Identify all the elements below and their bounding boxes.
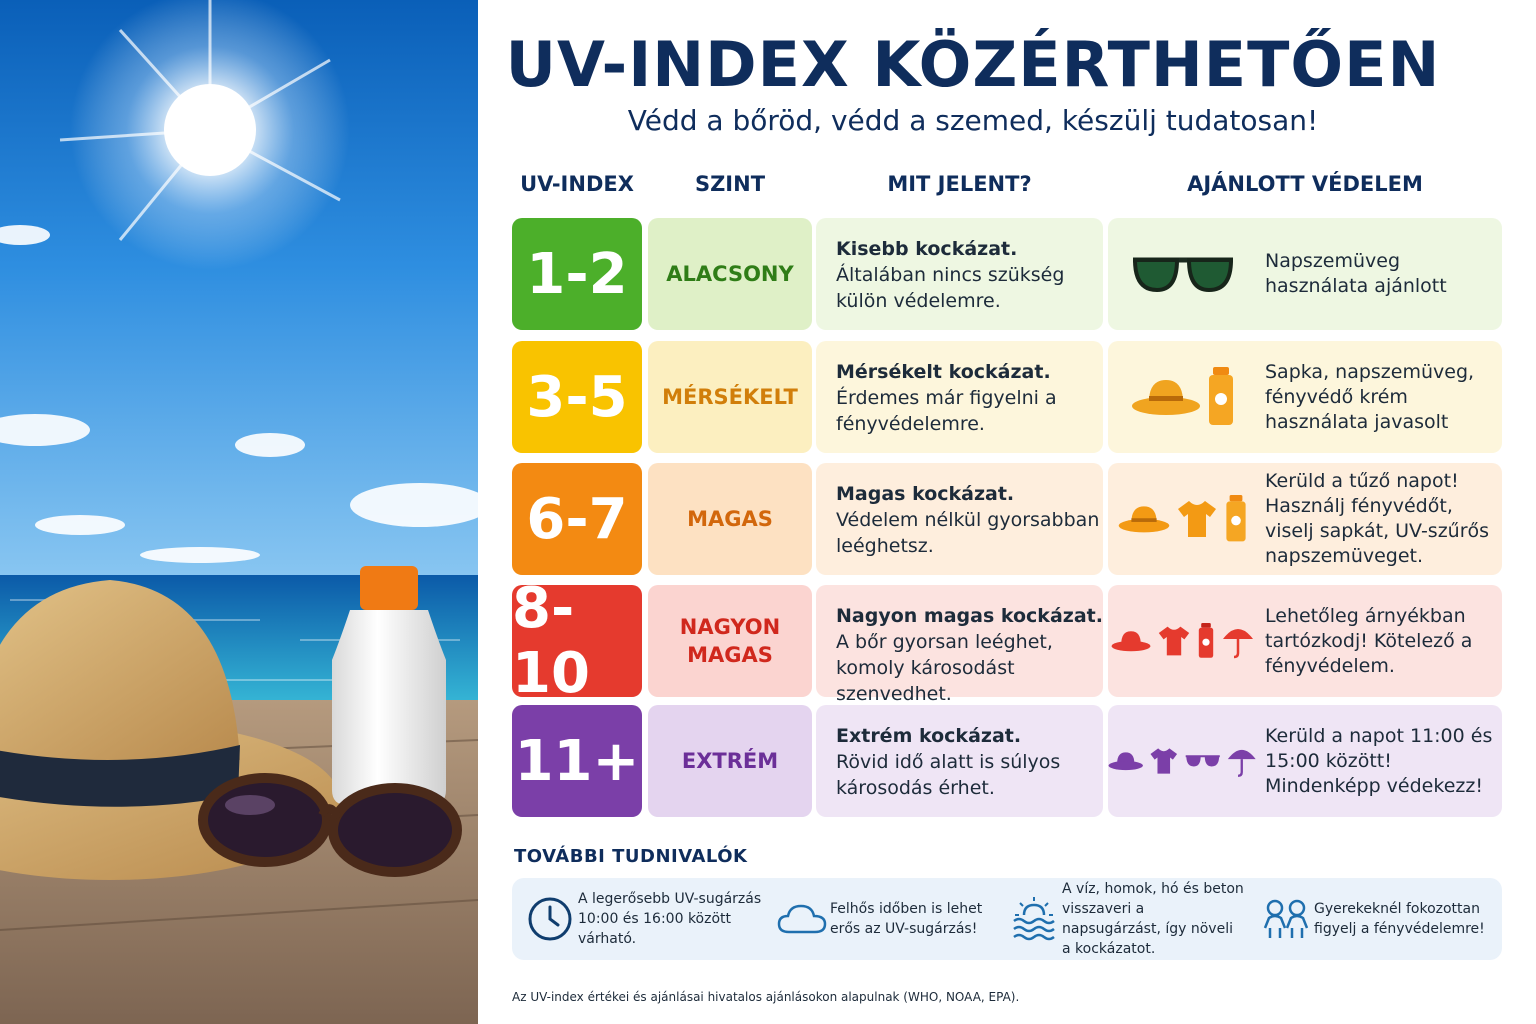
sunscreen-icon	[1209, 367, 1233, 425]
uv-protection: Lehetőleg árnyékban tartózkodj! Kötelező…	[1108, 585, 1502, 697]
uv-meaning-text: A bőr gyorsan leéghet, komoly károsodást…	[836, 631, 1053, 705]
uv-level-label: NAGYON MAGAS	[648, 585, 812, 697]
tip-item: A víz, homok, hó és beton visszaveri a n…	[1006, 878, 1256, 960]
page-title: UV-INDEX KÖZÉRTHETŐEN	[505, 28, 1441, 101]
uv-protection: Kerüld a napot 11:00 és 15:00 között! Mi…	[1108, 705, 1502, 817]
uv-index-value: 1-2	[512, 218, 642, 330]
sunglasses-icon	[1185, 755, 1220, 767]
tip-text: A víz, homok, hó és beton visszaveri a n…	[1062, 881, 1244, 957]
tip-text: Gyerekeknél fokozottan figyelj a fényvéd…	[1314, 901, 1485, 937]
hat-icon	[1108, 752, 1143, 771]
tip-item: Gyerekeknél fokozottan figyelj a fényvéd…	[1258, 878, 1502, 960]
page-subtitle: Védd a bőröd, védd a szemed, készülj tud…	[627, 104, 1319, 137]
hat-icon	[1111, 631, 1151, 652]
uv-meaning: Nagyon magas kockázat. A bőr gyorsan leé…	[816, 585, 1103, 705]
tshirt-icon	[1158, 626, 1190, 656]
sunscreen-icon	[1198, 623, 1214, 658]
uv-meaning-title: Extrém kockázat.	[836, 725, 1022, 747]
children-icon	[1263, 899, 1309, 938]
umbrella-icon	[1223, 629, 1253, 659]
uv-level-label: MÉRSÉKELT	[648, 341, 812, 453]
uv-level-label: ALACSONY	[648, 218, 812, 330]
clock-icon	[528, 897, 572, 941]
uv-meaning-text: Általában nincs szükség külön védelemre.	[836, 264, 1065, 312]
tip-item: A legerősebb UV-sugárzás 10:00 és 16:00 …	[522, 878, 772, 960]
uv-meaning-title: Mérsékelt kockázat.	[836, 361, 1051, 383]
column-header-meaning: MIT JELENT?	[887, 172, 1032, 196]
uv-meaning-text: Védelem nélkül gyorsabban leéghetsz.	[836, 509, 1100, 557]
uv-meaning: Magas kockázat. Védelem nélkül gyorsabba…	[816, 463, 1103, 575]
uv-row-extreme: 11+ EXTRÉM Extrém kockázat. Rövid idő al…	[512, 705, 1502, 817]
uv-protection: Kerüld a tűző napot! Használj fényvédőt,…	[1108, 463, 1502, 575]
uv-level-label: EXTRÉM	[648, 705, 812, 817]
hat-icon	[1118, 506, 1170, 533]
uv-protection-text: Kerüld a tűző napot! Használj fényvédőt,…	[1265, 470, 1490, 567]
uv-meaning-title: Magas kockázat.	[836, 483, 1015, 505]
tip-text: A legerősebb UV-sugárzás 10:00 és 16:00 …	[578, 891, 762, 947]
uv-meaning: Extrém kockázat. Rövid idő alatt is súly…	[816, 705, 1103, 817]
umbrella-icon	[1228, 749, 1257, 777]
footnote: Az UV-index értékei és ajánlásai hivatal…	[512, 990, 1020, 1004]
uv-protection-text: Kerüld a napot 11:00 és 15:00 között! Mi…	[1265, 724, 1493, 797]
tshirt-icon	[1150, 748, 1178, 774]
uv-row-high: 6-7 MAGAS Magas kockázat. Védelem nélkül…	[512, 463, 1502, 575]
column-header-level: SZINT	[694, 172, 766, 196]
uv-row-low: 1-2 ALACSONY Kisebb kockázat. Általában …	[512, 218, 1502, 330]
uv-meaning-text: Érdemes már figyelni a fényvédelemre.	[836, 387, 1057, 435]
column-header-index: UV-INDEX	[520, 172, 634, 196]
uv-meaning-title: Nagyon magas kockázat.	[836, 605, 1103, 627]
uv-protection: Napszemüveg használata ajánlott	[1108, 218, 1502, 330]
sunglasses-icon	[1132, 257, 1234, 293]
infographic-panel: UV-INDEX KÖZÉRTHETŐEN Védd a bőröd, védd…	[478, 0, 1536, 1024]
more-info-title: TOVÁBBI TUDNIVALÓK	[514, 846, 748, 867]
hat-icon	[1132, 380, 1200, 415]
uv-meaning-text: Rövid idő alatt is súlyos károsodás érhe…	[836, 751, 1061, 799]
tip-item: Felhős időben is lehet erős az UV-sugárz…	[774, 878, 1014, 960]
uv-protection-text: Napszemüveg használata ajánlott	[1265, 250, 1447, 297]
sun-water-icon	[1013, 897, 1055, 941]
sunscreen-icon	[1226, 495, 1246, 542]
uv-index-value: 11+	[512, 705, 642, 817]
uv-index-value: 3-5	[512, 341, 642, 453]
uv-meaning: Mérsékelt kockázat. Érdemes már figyelni…	[816, 341, 1103, 453]
uv-index-value: 8-10	[512, 576, 642, 706]
more-info-box: A legerősebb UV-sugárzás 10:00 és 16:00 …	[512, 878, 1502, 960]
uv-meaning: Kisebb kockázat. Általában nincs szükség…	[816, 218, 1103, 330]
uv-protection: Sapka, napszemüveg, fényvédő krém haszná…	[1108, 341, 1502, 453]
column-header-protection: AJÁNLOTT VÉDELEM	[1187, 172, 1423, 196]
uv-protection-text: Sapka, napszemüveg, fényvédő krém haszná…	[1265, 360, 1475, 433]
cloud-icon	[777, 904, 827, 934]
uv-level-label: MAGAS	[648, 463, 812, 575]
beach-photo	[0, 0, 478, 1024]
uv-row-moderate: 3-5 MÉRSÉKELT Mérsékelt kockázat. Érdeme…	[512, 341, 1502, 453]
uv-meaning-title: Kisebb kockázat.	[836, 238, 1018, 260]
uv-row-very-high: 8-10 NAGYON MAGAS Nagyon magas kockázat.…	[512, 576, 1502, 706]
uv-index-value: 6-7	[512, 463, 642, 575]
tip-text: Felhős időben is lehet erős az UV-sugárz…	[830, 901, 983, 937]
uv-protection-text: Lehetőleg árnyékban tartózkodj! Kötelező…	[1265, 604, 1473, 677]
tshirt-icon	[1178, 501, 1216, 537]
